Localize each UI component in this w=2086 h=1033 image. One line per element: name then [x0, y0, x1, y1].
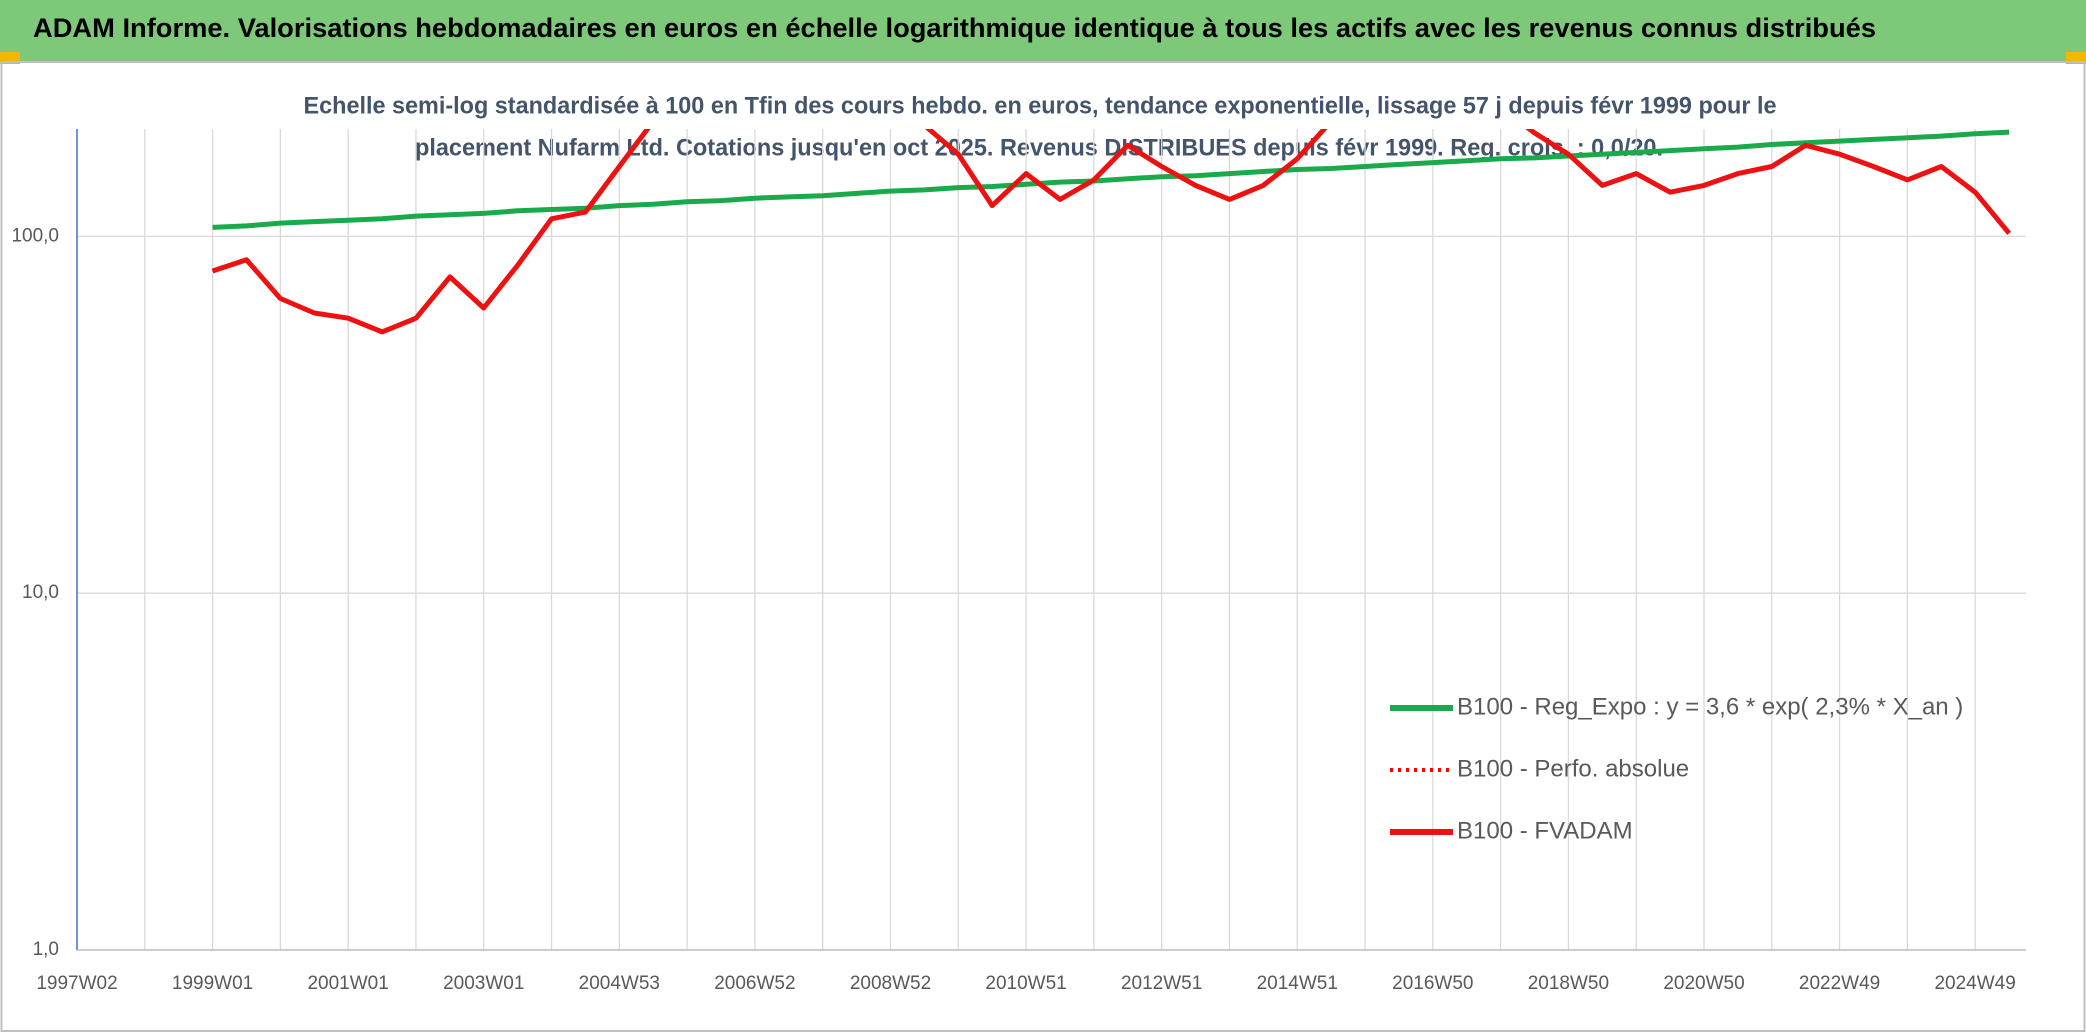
x-tick-label: 2022W49 [1799, 973, 1880, 994]
series-line [212, 129, 2010, 230]
x-tick-label: 2024W49 [1934, 973, 2015, 994]
header-band [0, 0, 2086, 62]
x-tick-label: 2001W01 [307, 973, 388, 994]
chart-subtitle: Echelle semi-log standardisée à 100 en T… [304, 92, 1777, 119]
x-tick-label: 2010W51 [985, 973, 1066, 994]
x-tick-label: 2018W50 [1528, 973, 1609, 994]
y-tick-label: 10,0 [22, 582, 59, 603]
x-tick-label: 2008W52 [850, 973, 931, 994]
frame [0, 61, 2086, 1032]
legend-label: B100 - Reg_Expo : y = 3,6 * exp( 2,3% * … [1457, 693, 1963, 720]
x-tick-label: 2016W50 [1392, 973, 1473, 994]
chart-title: ADAM Informe. Valorisations hebdomadaire… [33, 13, 1876, 43]
x-tick-label: 1999W01 [172, 973, 253, 994]
legend-label: B100 - Perfo. absolue [1457, 755, 1689, 782]
x-tick-label: 2003W01 [443, 973, 524, 994]
x-tick-label: 2012W51 [1121, 973, 1202, 994]
x-tick-label: 2020W50 [1663, 973, 1744, 994]
series-line [211, 129, 2012, 335]
x-tick-label: 2014W51 [1257, 973, 1338, 994]
legend-label: B100 - FVADAM [1457, 817, 1633, 844]
x-tick-label: 1997W02 [36, 973, 117, 994]
y-tick-label: 100,0 [11, 225, 59, 246]
chart-subtitle: placement Nufarm Ltd. Cotations jusqu'en… [415, 134, 1663, 161]
x-tick-label: 2004W53 [579, 973, 660, 994]
x-tick-label: 2006W52 [714, 973, 795, 994]
y-tick-label: 1,0 [33, 939, 59, 960]
